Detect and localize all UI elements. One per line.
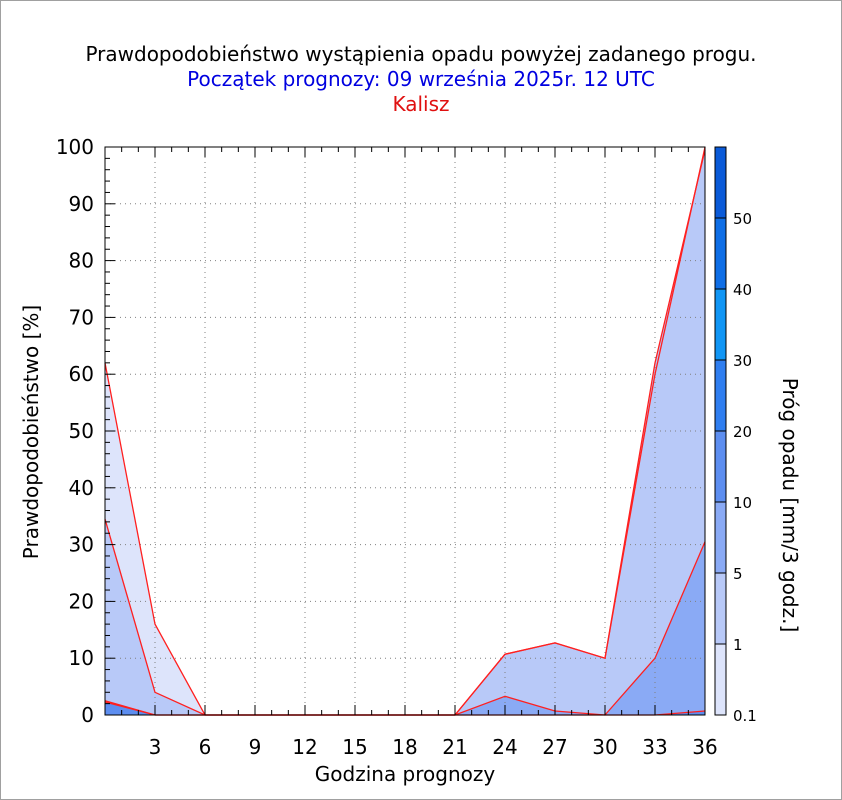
x-tick-label: 33 [642,735,667,759]
y-axis-label: Prawdopodobieństwo [%] [19,305,43,559]
x-tick-label: 12 [292,735,317,759]
y-tick-label: 100 [56,135,94,159]
colorbar-segment [715,147,726,218]
colorbar-segment [715,431,726,502]
x-tick-label: 6 [199,735,212,759]
y-tick-label: 0 [81,703,94,727]
x-tick-label: 3 [149,735,162,759]
colorbar-tick-label: 40 [733,281,752,299]
colorbar-tick-label: 20 [733,423,752,441]
colorbar-tick-label: 5 [733,565,743,583]
x-tick-label: 30 [592,735,617,759]
forecast-start-subtitle: Początek prognozy: 09 września 2025r. 12… [187,67,655,91]
colorbar-segment [715,502,726,573]
x-tick-label: 36 [692,735,717,759]
x-tick-label: 18 [392,735,417,759]
y-tick-label: 60 [69,362,94,386]
colorbar-tick-label: 30 [733,352,752,370]
y-tick-label: 20 [69,589,94,613]
colorbar-label: Próg opadu [mm/3 godz.] [778,378,802,633]
y-tick-label: 50 [69,419,94,443]
colorbar-segment [715,644,726,715]
area-5 [105,541,705,715]
x-tick-label: 15 [342,735,367,759]
grid-lines [105,147,705,715]
colorbar-tick-label: 10 [733,494,752,512]
y-tick-label: 10 [69,646,94,670]
y-tick-label: 70 [69,305,94,329]
y-tick-label: 40 [69,476,94,500]
x-tick-label: 9 [249,735,262,759]
colorbar-tick-label: 0.1 [733,707,757,725]
x-axis-label: Godzina prognozy [315,762,496,786]
colorbar-segment [715,573,726,644]
axes: 3 6 9 12 15 18 21 24 27 30 33 360102030405060708090… [56,135,718,759]
colorbar: 0.1 1 5 10 20 30 40 50 [714,146,757,725]
x-tick-label: 21 [442,735,467,759]
y-tick-label: 80 [69,249,94,273]
x-tick-label: 27 [542,735,567,759]
colorbar-tick-label: 1 [733,636,743,654]
chart-title: Prawdopodobieństwo wystąpienia opadu pow… [85,42,757,66]
y-tick-label: 90 [69,192,94,216]
colorbar-segment [715,289,726,360]
x-tick-label: 24 [492,735,517,759]
colorbar-segment [715,218,726,289]
location-label: Kalisz [392,92,450,116]
y-tick-label: 30 [69,533,94,557]
colorbar-segment [715,360,726,431]
colorbar-tick-label: 50 [733,210,752,228]
